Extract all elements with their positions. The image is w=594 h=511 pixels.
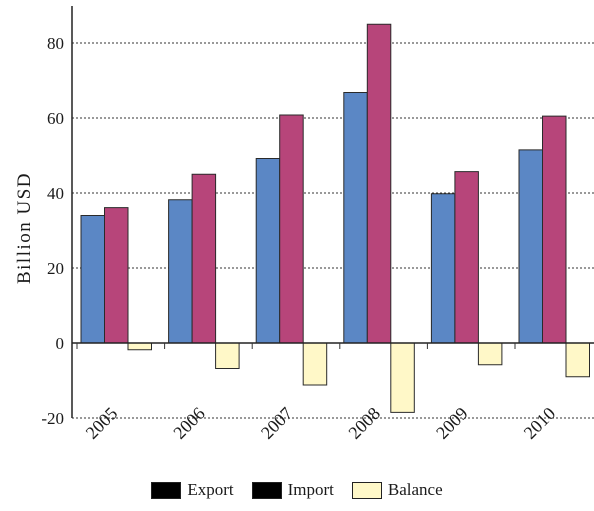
bar-export <box>169 200 193 343</box>
x-tick-label: 2009 <box>432 403 472 443</box>
legend-label: Import <box>288 480 334 500</box>
legend-item-import: Import <box>252 480 334 500</box>
bar-balance <box>478 343 502 365</box>
x-tick-label: 2010 <box>520 403 560 443</box>
y-axis-label: Billion USD <box>14 172 35 284</box>
bar-export <box>256 159 280 344</box>
bar-balance <box>128 343 152 350</box>
bar-balance <box>216 343 240 369</box>
y-tick-label: 0 <box>56 334 65 353</box>
y-tick-label: 40 <box>47 184 64 203</box>
bar-export <box>81 216 105 344</box>
axes <box>72 6 594 418</box>
legend-swatch <box>252 482 282 499</box>
x-tick-label: 2005 <box>82 403 122 443</box>
bar-export <box>344 93 368 344</box>
y-tick-label: 20 <box>47 259 64 278</box>
x-tick-label: 2006 <box>169 403 209 443</box>
bar-import <box>543 116 567 343</box>
bar-import <box>367 24 391 343</box>
bar-export <box>431 194 455 343</box>
bars <box>81 24 590 412</box>
y-tick-label: -20 <box>41 409 64 428</box>
legend-label: Export <box>187 480 233 500</box>
bar-import <box>105 208 129 343</box>
bar-balance <box>391 343 415 412</box>
x-tick-label: 2007 <box>257 403 297 443</box>
bar-import <box>280 115 304 343</box>
y-tick-label: 80 <box>47 34 64 53</box>
legend-swatch <box>151 482 181 499</box>
legend-item-export: Export <box>151 480 233 500</box>
y-tick-label: 60 <box>47 109 64 128</box>
grid-lines <box>72 43 594 418</box>
bar-balance <box>303 343 327 385</box>
bar-balance <box>566 343 590 377</box>
bar-export <box>519 150 543 343</box>
x-tick-label: 2008 <box>344 403 384 443</box>
legend-item-balance: Balance <box>352 480 443 500</box>
legend-label: Balance <box>388 480 443 500</box>
legend-swatch <box>352 482 382 499</box>
bar-import <box>192 174 216 343</box>
legend: Export Import Balance <box>0 478 594 502</box>
bar-import <box>455 172 479 343</box>
